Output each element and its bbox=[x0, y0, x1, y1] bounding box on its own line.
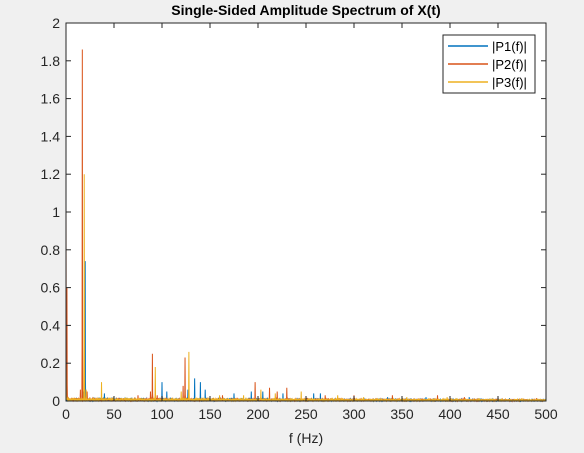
chart-title: Single-Sided Amplitude Spectrum of X(t) bbox=[171, 2, 440, 18]
x-tick-label: 350 bbox=[390, 406, 414, 422]
ticks-layer: 0 50 100 150 200 250 300 350 400 450 500 0 0.2 0.4 0.6… bbox=[41, 15, 558, 422]
y-tick-label: 1.6 bbox=[41, 91, 61, 107]
x-tick-label: 200 bbox=[246, 406, 270, 422]
y-tick-label: 0.2 bbox=[41, 355, 61, 371]
x-tick-label: 450 bbox=[486, 406, 510, 422]
x-tick-label: 50 bbox=[106, 406, 122, 422]
x-tick-label: 100 bbox=[150, 406, 174, 422]
legend-label-3: |P3(f)| bbox=[492, 75, 527, 90]
legend-label-1: |P1(f)| bbox=[492, 39, 527, 54]
y-tick-label: 1 bbox=[52, 204, 60, 220]
y-tick-label: 0 bbox=[52, 393, 60, 409]
y-tick-label: 2 bbox=[52, 15, 60, 31]
legend[interactable]: |P1(f)| |P2(f)| |P3(f)| bbox=[442, 34, 536, 94]
y-tick-label: 0.6 bbox=[41, 280, 61, 296]
x-tick-label: 250 bbox=[294, 406, 318, 422]
x-axis-label: f (Hz) bbox=[289, 430, 323, 446]
y-tick-label: 0.8 bbox=[41, 242, 61, 258]
x-tick-label: 500 bbox=[534, 406, 558, 422]
x-tick-label: 0 bbox=[62, 406, 70, 422]
y-tick-label: 1.8 bbox=[41, 53, 61, 69]
y-tick-label: 0.4 bbox=[41, 317, 61, 333]
x-tick-label: 400 bbox=[438, 406, 462, 422]
x-tick-label: 150 bbox=[198, 406, 222, 422]
y-tick-label: 1.2 bbox=[41, 166, 61, 182]
y-tick-label: 1.4 bbox=[41, 128, 61, 144]
x-tick-label: 300 bbox=[342, 406, 366, 422]
legend-label-2: |P2(f)| bbox=[492, 57, 527, 72]
